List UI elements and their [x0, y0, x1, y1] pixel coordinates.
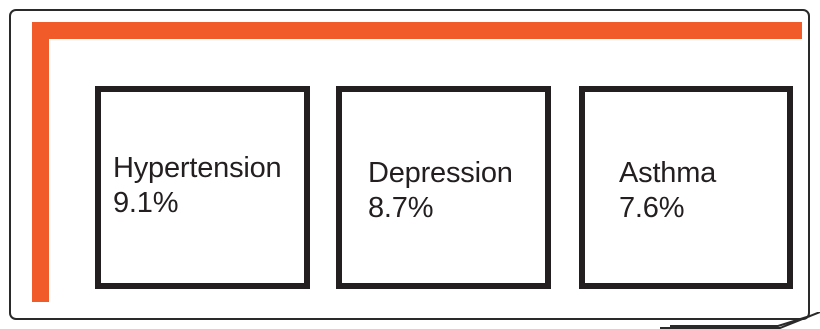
condition-value: 9.1% — [113, 187, 179, 219]
condition-label: Asthma — [619, 157, 717, 189]
condition-card-hypertension: Hypertension 9.1% — [95, 86, 310, 289]
condition-value: 8.7% — [368, 192, 434, 224]
accent-bar-left — [32, 22, 49, 302]
condition-label: Depression — [368, 157, 513, 189]
condition-label: Hypertension — [113, 152, 282, 184]
condition-card-asthma: Asthma 7.6% — [579, 86, 793, 289]
condition-card-depression: Depression 8.7% — [336, 86, 551, 289]
callout-tail — [660, 312, 820, 329]
accent-bar-top — [32, 22, 802, 39]
condition-value: 7.6% — [619, 192, 685, 224]
